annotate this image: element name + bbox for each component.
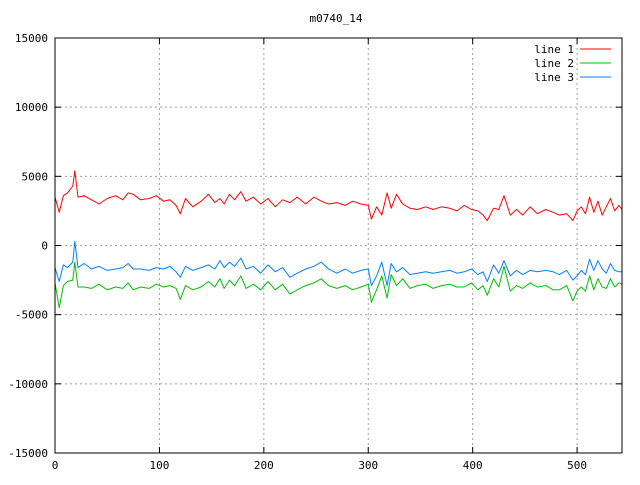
y-tick-label: 15000 [15,32,48,45]
y-tick-label: 10000 [15,101,48,114]
series-line-2 [54,261,623,309]
y-tick-label: -5000 [15,309,48,322]
legend-label: line 1 [534,43,574,56]
series-layer [54,170,623,309]
series-line-3 [54,240,622,287]
x-tick-label: 500 [567,459,587,472]
legend-label: line 3 [534,71,574,84]
x-tick-label: 100 [149,459,169,472]
grid [55,38,622,453]
legend-label: line 2 [534,57,574,70]
axes: 0 100 200 300 400 500 -15000 -10000 -5000 0 5000 10… [8,32,623,472]
chart-title: m0740_14 [310,12,363,25]
y-tick-label: 5000 [22,170,49,183]
plot-frame [54,37,623,454]
x-tick-label: 200 [254,459,274,472]
y-tick-label: -15000 [8,447,48,460]
x-tick-label: 0 [52,459,59,472]
x-tick-label: 300 [358,459,378,472]
x-tick-label: 400 [463,459,483,472]
y-tick-label: -10000 [8,378,48,391]
y-tick-label: 0 [41,240,48,253]
series-line-1 [54,170,623,222]
